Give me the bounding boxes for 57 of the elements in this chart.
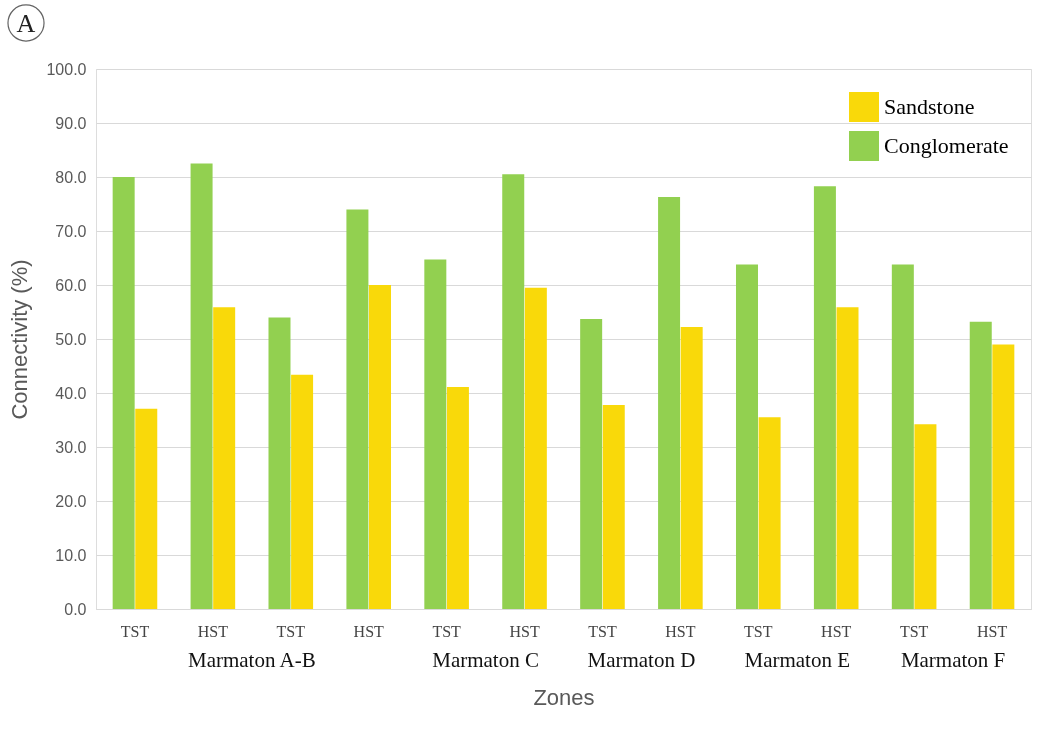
x-tick-label: HST bbox=[197, 622, 229, 640]
y-tick-label: 90.0 bbox=[55, 114, 87, 132]
y-axis-title: Connectivity (%) bbox=[7, 259, 33, 420]
bar bbox=[424, 259, 447, 609]
y-tick-label: 10.0 bbox=[55, 546, 87, 564]
bar bbox=[969, 321, 992, 609]
bar bbox=[190, 163, 213, 609]
bar bbox=[524, 287, 547, 609]
bar bbox=[580, 319, 603, 609]
y-tick-label: 60.0 bbox=[55, 276, 87, 294]
x-tick-label: TST bbox=[899, 622, 929, 640]
text: Marmaton D bbox=[587, 648, 696, 672]
bar bbox=[502, 174, 525, 609]
legend-label: Conglomerate bbox=[884, 133, 1009, 158]
x-tick-label: HST bbox=[509, 622, 540, 640]
bar bbox=[446, 387, 469, 609]
y-tick-label: 50.0 bbox=[55, 330, 87, 348]
x-tick-label: HST bbox=[353, 622, 385, 640]
y-tick-label: 0.0 bbox=[64, 600, 87, 618]
bar bbox=[992, 344, 1015, 609]
bar bbox=[836, 307, 859, 609]
x-tick-label: HST bbox=[665, 622, 696, 640]
bar bbox=[602, 404, 625, 609]
y-tick-label: 70.0 bbox=[55, 222, 87, 240]
text: A bbox=[16, 9, 36, 38]
text: Marmaton A-B bbox=[187, 648, 316, 672]
bar bbox=[813, 186, 836, 609]
bar bbox=[891, 264, 914, 609]
x-tick-label: HST bbox=[976, 622, 1008, 640]
y-tick-label: 20.0 bbox=[55, 492, 87, 510]
bar bbox=[112, 177, 135, 609]
x-tick-label: TST bbox=[432, 622, 462, 640]
text: Marmaton C bbox=[432, 648, 539, 672]
bar bbox=[735, 264, 758, 609]
y-tick-label: 40.0 bbox=[55, 384, 87, 402]
bar bbox=[658, 196, 681, 609]
bar bbox=[291, 374, 314, 609]
bar bbox=[268, 317, 291, 609]
text: Marmaton E bbox=[744, 648, 851, 672]
bar bbox=[135, 408, 158, 609]
x-tick-label: TST bbox=[276, 622, 306, 640]
x-tick-label: HST bbox=[821, 622, 852, 640]
bar bbox=[680, 327, 703, 609]
bar bbox=[914, 424, 937, 609]
bar bbox=[369, 285, 392, 609]
x-axis-title: Zones bbox=[533, 684, 595, 710]
text: Marmaton F bbox=[900, 648, 1006, 672]
x-tick-label: TST bbox=[588, 622, 617, 640]
y-tick-label: 100.0 bbox=[46, 60, 87, 78]
y-tick-label: 30.0 bbox=[55, 438, 87, 456]
x-tick-label: TST bbox=[120, 622, 150, 640]
x-tick-label: TST bbox=[744, 622, 773, 640]
bar bbox=[213, 307, 236, 609]
legend-label: Sandstone bbox=[884, 94, 975, 119]
bar bbox=[346, 209, 369, 609]
bar bbox=[758, 417, 781, 609]
y-tick-label: 80.0 bbox=[55, 168, 87, 186]
